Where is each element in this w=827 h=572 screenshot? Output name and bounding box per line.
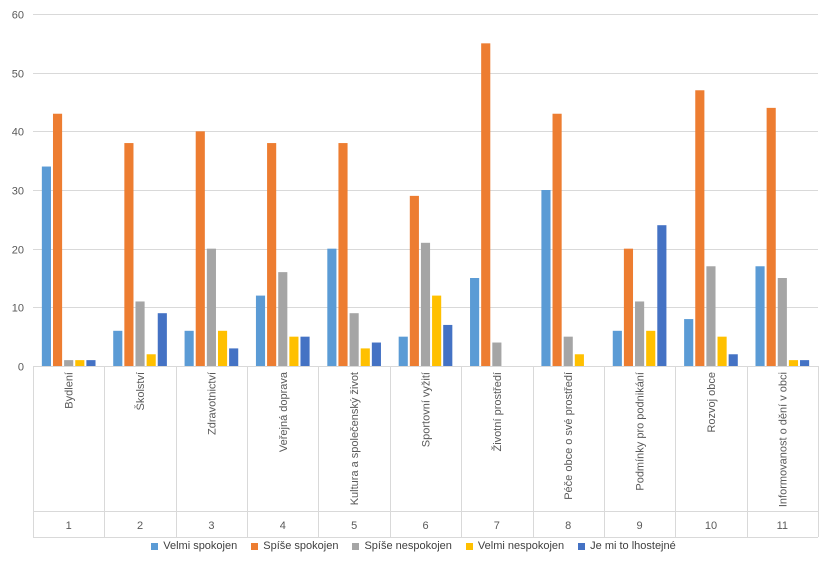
category-number: 6 bbox=[422, 520, 428, 532]
bar bbox=[398, 336, 408, 366]
category-number: 9 bbox=[637, 520, 643, 532]
bar bbox=[432, 295, 442, 366]
legend-label: Velmi nespokojen bbox=[477, 540, 565, 552]
legend-item: Je mi to lhostejné bbox=[578, 540, 676, 552]
legend-label: Velmi spokojen bbox=[163, 540, 238, 552]
bar bbox=[146, 354, 156, 366]
bar bbox=[777, 278, 787, 366]
bar bbox=[706, 266, 716, 366]
bar bbox=[481, 43, 491, 366]
bar bbox=[157, 313, 167, 366]
category-label: Životní prostředí bbox=[491, 372, 504, 451]
category-label: Kultura a společenský život bbox=[349, 372, 361, 505]
bar bbox=[86, 360, 96, 366]
bar bbox=[788, 360, 799, 366]
category-number: 5 bbox=[351, 520, 357, 532]
legend-label: Spíše nespokojen bbox=[364, 540, 452, 552]
bar bbox=[206, 248, 216, 366]
bar bbox=[728, 354, 738, 366]
bar bbox=[52, 113, 63, 366]
category-label: Podmínky pro podnikání bbox=[635, 372, 647, 491]
bar bbox=[360, 348, 370, 366]
y-tick-label: 50 bbox=[12, 69, 24, 81]
category-label: Veřejná doprava bbox=[278, 371, 290, 452]
category-number: 7 bbox=[494, 520, 500, 532]
category-number: 11 bbox=[777, 520, 788, 532]
y-tick-label: 30 bbox=[12, 186, 24, 198]
legend-item: Velmi spokojen bbox=[151, 540, 237, 552]
bar bbox=[113, 330, 123, 366]
legend-swatch bbox=[251, 542, 259, 550]
y-tick-label: 60 bbox=[12, 10, 24, 22]
legend-item: Spíše nespokojen bbox=[352, 540, 452, 552]
bar bbox=[612, 330, 622, 366]
legend-label: Je mi to lhostejné bbox=[590, 540, 676, 552]
bar bbox=[195, 131, 205, 366]
bar bbox=[552, 113, 562, 366]
bar bbox=[75, 360, 85, 366]
category-number: 4 bbox=[280, 520, 286, 532]
category-label: Sportovní vyžití bbox=[421, 372, 433, 447]
bar bbox=[492, 342, 502, 366]
legend-swatch bbox=[151, 542, 159, 550]
bar bbox=[64, 360, 74, 366]
y-tick-label: 0 bbox=[18, 362, 24, 374]
bar bbox=[695, 90, 705, 367]
bar bbox=[289, 336, 299, 366]
legend-item: Spíše spokojen bbox=[251, 540, 338, 552]
bar bbox=[574, 354, 584, 366]
bar bbox=[327, 248, 337, 366]
bar bbox=[635, 301, 645, 366]
category-number: 3 bbox=[208, 520, 214, 532]
category-number: 8 bbox=[565, 520, 571, 532]
bar bbox=[278, 272, 288, 366]
category-number: 2 bbox=[137, 520, 143, 532]
bar bbox=[267, 143, 277, 366]
bar bbox=[541, 190, 551, 366]
bar bbox=[800, 360, 810, 366]
bar bbox=[229, 348, 239, 366]
category-label: Školství bbox=[134, 372, 147, 411]
bar bbox=[684, 319, 694, 366]
category-label: Informovanost o dění v obci bbox=[777, 372, 789, 507]
bar bbox=[766, 107, 776, 366]
y-tick-label: 20 bbox=[12, 245, 24, 257]
bar bbox=[371, 342, 381, 366]
bar bbox=[409, 195, 419, 366]
bar bbox=[755, 266, 765, 366]
category-label: Péče obce o své prostředí bbox=[563, 372, 575, 500]
bar bbox=[124, 143, 134, 366]
bar bbox=[443, 324, 453, 366]
category-label: Bydlení bbox=[64, 372, 76, 409]
bar bbox=[338, 143, 348, 366]
bar bbox=[646, 330, 656, 366]
legend-swatch bbox=[578, 542, 586, 550]
bar bbox=[563, 336, 573, 366]
category-label: Rozvoj obce bbox=[706, 372, 718, 433]
bar bbox=[657, 225, 667, 366]
legend-label: Spíše spokojen bbox=[263, 540, 339, 552]
bar bbox=[184, 330, 194, 366]
bar bbox=[470, 278, 480, 366]
bar bbox=[41, 166, 51, 366]
bar bbox=[349, 313, 359, 366]
legend-swatch bbox=[352, 542, 360, 550]
bar bbox=[623, 248, 634, 366]
legend: Velmi spokojen Spíše spokojen Spíše nespok… bbox=[0, 540, 827, 552]
legend-item: Velmi nespokojen bbox=[465, 540, 565, 552]
category-number: 10 bbox=[705, 520, 717, 532]
bar bbox=[217, 330, 228, 366]
bar bbox=[717, 336, 727, 366]
bar bbox=[420, 242, 431, 366]
y-tick-label: 40 bbox=[12, 127, 24, 139]
legend-swatch bbox=[465, 542, 473, 550]
bar bbox=[300, 336, 310, 366]
bar bbox=[255, 295, 266, 366]
category-label: Zdravotnictví bbox=[206, 372, 218, 435]
category-number: 1 bbox=[66, 520, 72, 532]
y-tick-label: 10 bbox=[12, 303, 24, 315]
bar bbox=[135, 301, 145, 366]
